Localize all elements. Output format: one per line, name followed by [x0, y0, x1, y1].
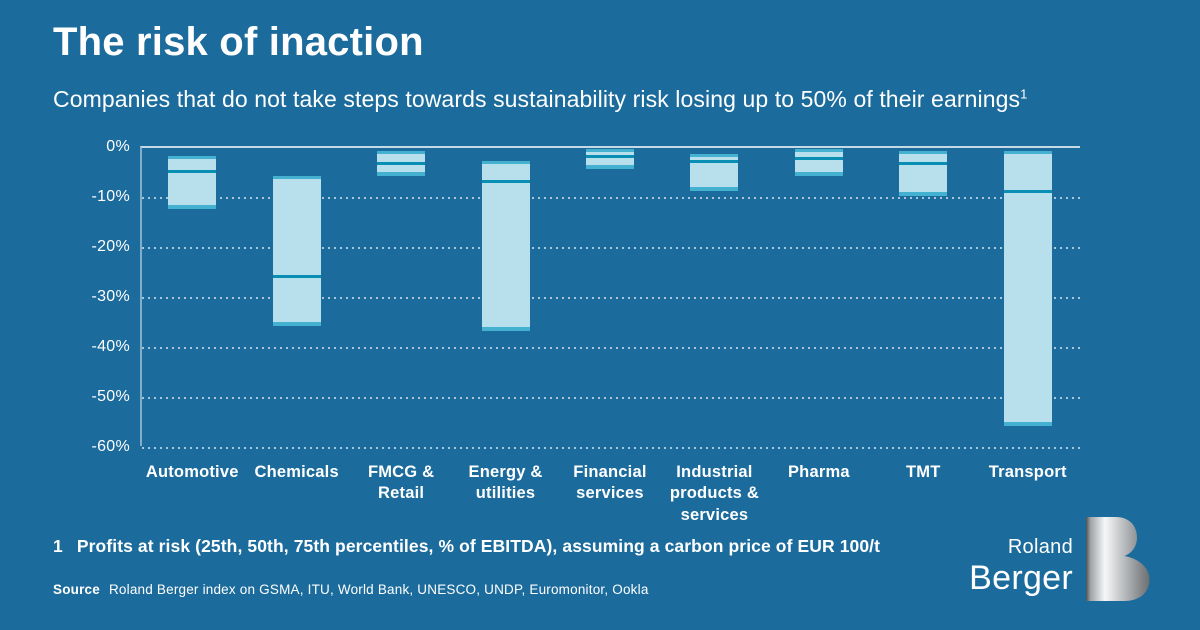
- source-label: Source: [53, 582, 100, 597]
- category-label: Chemicals: [254, 463, 339, 481]
- median-line: [899, 162, 948, 165]
- range-bar-industrial: [690, 153, 739, 191]
- range-bar-automotive: [168, 156, 217, 209]
- roland-berger-logo: Roland Berger: [969, 517, 1150, 601]
- logo-wordmark: Roland Berger: [969, 537, 1073, 595]
- category-label: Pharma: [787, 463, 850, 481]
- page-title: The risk of inaction: [53, 20, 424, 64]
- category-label: Energy & utilities: [468, 463, 543, 503]
- y-axis-ticks: 0% -10% -20% -30% -40% -50% -60%: [40, 138, 130, 455]
- category-column: [767, 146, 871, 446]
- range-bar-fmcg: [377, 151, 426, 176]
- ytick-label: -10%: [91, 188, 130, 205]
- gridline: [142, 447, 1080, 449]
- subtitle-text: Companies that do not take steps towards…: [53, 86, 1021, 112]
- category-label: FMCG & Retail: [367, 463, 435, 503]
- roland-berger-b-icon: [1086, 517, 1150, 601]
- source-line: Source Roland Berger index on GSMA, ITU, …: [53, 582, 649, 597]
- ytick-label: -60%: [91, 438, 130, 455]
- ytick-label: 0%: [106, 138, 130, 155]
- median-line: [585, 154, 634, 158]
- category-column: [558, 146, 662, 446]
- logo-berger-text: Berger: [969, 559, 1073, 597]
- category-column: [140, 146, 244, 446]
- median-line: [794, 157, 843, 160]
- ytick-label: -20%: [91, 238, 130, 255]
- range-bar-energy: [481, 161, 530, 331]
- median-line: [690, 159, 739, 163]
- ytick-label: -40%: [91, 338, 130, 355]
- category-label: Transport: [988, 463, 1067, 481]
- gridline: [142, 347, 1080, 349]
- median-line: [377, 162, 426, 165]
- median-line: [168, 169, 217, 173]
- category-label: Industrial products & services: [669, 463, 759, 524]
- logo-roland-text: Roland: [1007, 536, 1073, 558]
- footnote-marker: 1: [53, 536, 63, 556]
- category-column: [244, 146, 348, 446]
- category-column: [662, 146, 766, 446]
- category-column: [976, 146, 1080, 446]
- category-label: TMT: [906, 463, 941, 481]
- ytick-label: -30%: [91, 288, 130, 305]
- gridline: [142, 297, 1080, 299]
- footnote-text: Profits at risk (25th, 50th, 75th percen…: [76, 536, 881, 556]
- category-label: Automotive: [145, 463, 239, 481]
- gridline: [142, 247, 1080, 249]
- ytick-label: -50%: [91, 388, 130, 405]
- subtitle-superscript: 1: [1020, 86, 1028, 102]
- median-line: [1003, 189, 1052, 193]
- category-label: Financial services: [573, 463, 647, 503]
- category-column: [453, 146, 557, 446]
- range-bar-transport: [1003, 151, 1052, 426]
- source-text: Roland Berger index on GSMA, ITU, World …: [108, 582, 649, 597]
- footnote: 1 Profits at risk (25th, 50th, 75th perce…: [53, 536, 880, 557]
- gridline: [142, 397, 1080, 399]
- bars-layer: [140, 146, 1080, 446]
- category-column: [871, 146, 975, 446]
- page-subtitle: Companies that do not take steps towards…: [53, 86, 1027, 113]
- range-bar-financial: [585, 148, 634, 169]
- median-line: [481, 179, 530, 183]
- range-bar-pharma: [794, 148, 843, 176]
- category-column: [349, 146, 453, 446]
- x-axis-category-labels: Automotive Chemicals FMCG & Retail Energy &…: [140, 462, 1080, 526]
- plot-area: [140, 146, 1080, 449]
- range-bar-tmt: [899, 151, 948, 196]
- median-line: [272, 274, 321, 278]
- gridline: [142, 197, 1080, 199]
- range-bar-chemicals: [272, 176, 321, 326]
